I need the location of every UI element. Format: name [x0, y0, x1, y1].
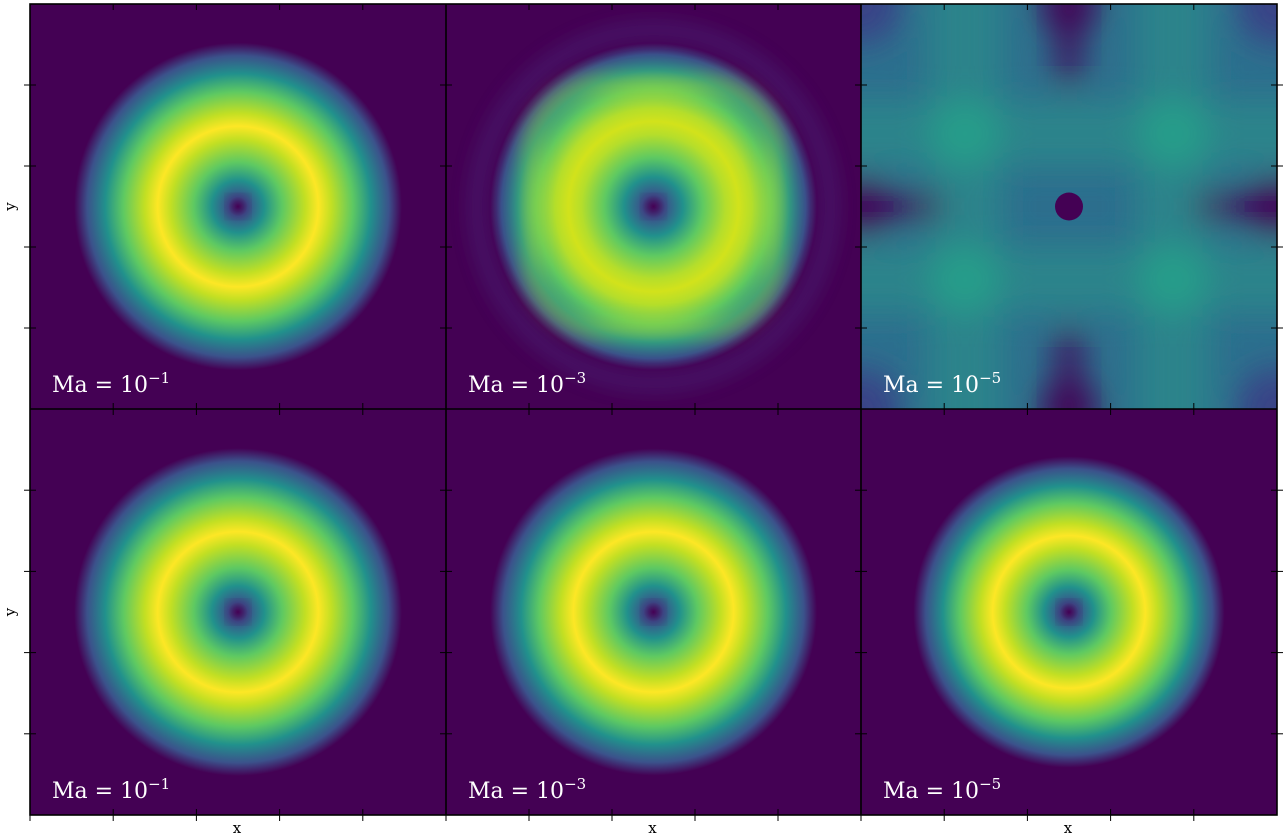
panel-label: Ma = 10−5 [883, 369, 1001, 398]
panel-label-exponent: −3 [564, 369, 586, 387]
panel-label-prefix: Ma = 10 [468, 779, 564, 804]
y-axis-label: y [1, 202, 19, 212]
panel-label-exponent: −3 [564, 775, 586, 793]
panel-label-prefix: Ma = 10 [883, 779, 979, 804]
center-minimum [1062, 605, 1076, 619]
panel-label-prefix: Ma = 10 [468, 373, 564, 398]
y-axis-label: y [1, 607, 19, 617]
lattice-field [861, 4, 1277, 409]
center-minimum [1055, 192, 1083, 221]
center-minimum [231, 605, 245, 619]
center-minimum [646, 199, 661, 214]
heatmap-panel-0-1 [446, 4, 861, 409]
heatmap-panel-1-2 [861, 409, 1277, 815]
panel-label: Ma = 10−1 [52, 775, 170, 804]
heatmap-panel-1-1 [446, 409, 861, 815]
x-axis-label: x [648, 819, 657, 837]
panel-label: Ma = 10−1 [52, 369, 170, 398]
panel-label-prefix: Ma = 10 [883, 373, 979, 398]
heatmap-panel-0-0 [30, 4, 446, 409]
panel-label-prefix: Ma = 10 [52, 373, 148, 398]
panel-label: Ma = 10−5 [883, 775, 1001, 804]
outer-halo [469, 22, 838, 391]
panel-label-exponent: −5 [979, 369, 1001, 387]
x-axis-label: x [1064, 819, 1073, 837]
panel-label-exponent: −1 [148, 369, 170, 387]
panel-label: Ma = 10−3 [468, 369, 586, 398]
heatmap-panel-0-2 [861, 4, 1277, 409]
panel-label-prefix: Ma = 10 [52, 779, 148, 804]
square-ring-highlight [521, 74, 786, 339]
panel-label: Ma = 10−3 [468, 775, 586, 804]
center-minimum [646, 605, 661, 619]
center-minimum [231, 199, 245, 214]
panel-label-exponent: −5 [979, 775, 1001, 793]
panel-label-exponent: −1 [148, 775, 170, 793]
heatmap-panel-1-0 [30, 409, 446, 815]
x-axis-label: x [233, 819, 242, 837]
